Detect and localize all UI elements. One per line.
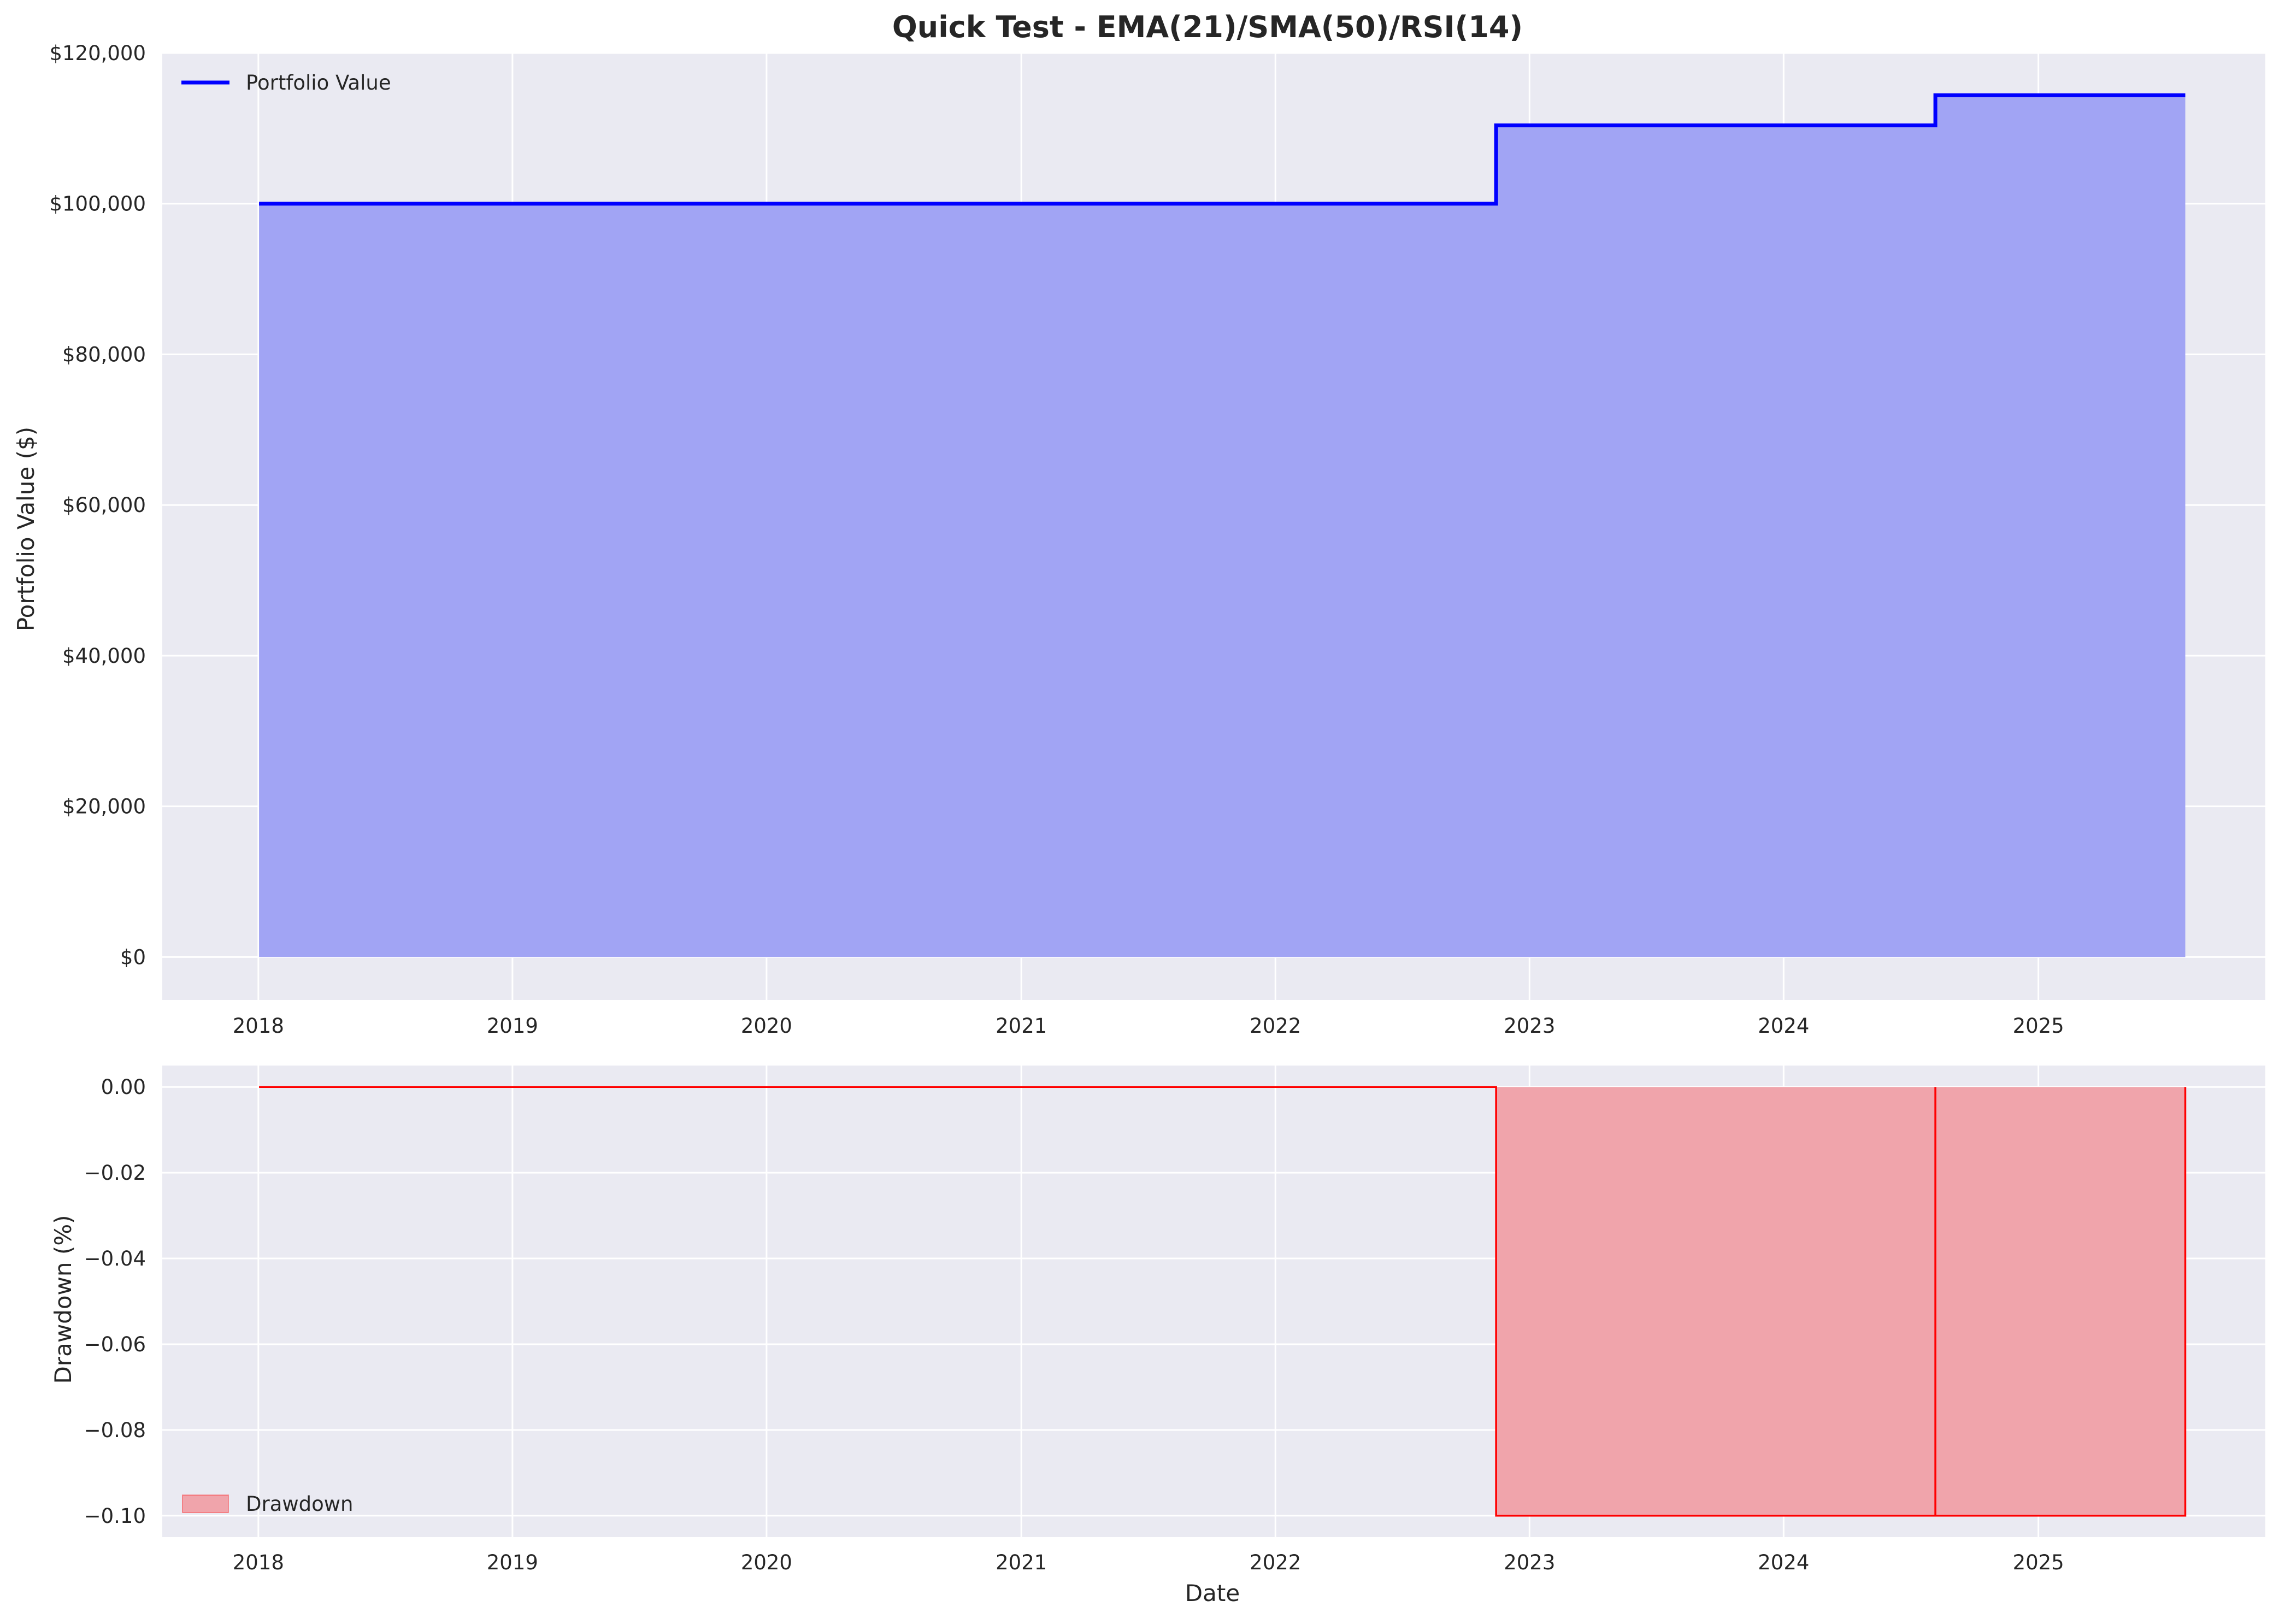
portfolio-area-fill (259, 95, 2186, 957)
drawdown-y-tick-label: −0.08 (84, 1419, 146, 1442)
drawdown-area-fill (259, 1087, 2186, 1516)
drawdown-y-tick-label: −0.06 (84, 1333, 146, 1356)
drawdown-y-tick-label: −0.10 (84, 1504, 146, 1528)
drawdown-x-tick-label: 2024 (1758, 1551, 1809, 1574)
chart-title: Quick Test - EMA(21)/SMA(50)/RSI(14) (892, 10, 1523, 44)
portfolio-value-line (259, 93, 2186, 206)
portfolio-y-axis-label: Portfolio Value ($) (13, 427, 39, 631)
drawdown-x-axis-label: Date (1185, 1580, 1240, 1607)
drawdown-series (259, 1086, 2187, 1517)
portfolio-x-tick-label: 2019 (487, 1014, 538, 1038)
drawdown-x-tick-label: 2021 (996, 1551, 1047, 1574)
drawdown-x-tick-label: 2019 (487, 1551, 538, 1574)
portfolio-legend: Portfolio Value (181, 71, 391, 95)
portfolio-y-tick-labels: $0 $20,000 $40,000 $60,000 $80,000 $100,000 $1… (49, 42, 146, 969)
drawdown-legend-label: Drawdown (246, 1492, 353, 1516)
portfolio-x-tick-label: 2018 (233, 1014, 284, 1038)
drawdown-y-tick-label: 0.00 (101, 1075, 146, 1099)
drawdown-x-tick-labels: 2018 2019 2020 2021 2022 2023 2024 2025 (233, 1551, 2064, 1574)
portfolio-x-tick-label: 2020 (741, 1014, 792, 1038)
drawdown-legend-swatch (182, 1494, 229, 1513)
drawdown-y-axis-label: Drawdown (%) (50, 1215, 76, 1384)
portfolio-y-tick-label: $20,000 (62, 795, 146, 819)
portfolio-x-tick-label: 2023 (1504, 1014, 1555, 1038)
drawdown-legend: Drawdown (182, 1492, 353, 1516)
portfolio-x-tick-labels: 2018 2019 2020 2021 2022 2023 2024 2025 (233, 1014, 2064, 1038)
drawdown-line (259, 1086, 2187, 1517)
drawdown-x-tick-label: 2020 (741, 1551, 792, 1574)
drawdown-x-tick-label: 2023 (1504, 1551, 1555, 1574)
drawdown-y-tick-label: −0.02 (84, 1161, 146, 1185)
portfolio-legend-label: Portfolio Value (246, 71, 391, 95)
portfolio-x-tick-label: 2024 (1758, 1014, 1809, 1038)
portfolio-x-tick-label: 2021 (996, 1014, 1047, 1038)
portfolio-series (259, 93, 2186, 957)
drawdown-y-tick-labels: −0.10 −0.08 −0.06 −0.04 −0.02 0.00 (84, 1075, 146, 1528)
drawdown-panel: 2018 2019 2020 2021 2022 2023 2024 2025 −0.10−0… (50, 1066, 2265, 1607)
portfolio-value-panel: 2018 2019 2020 2021 2022 2023 2024 2025 $0 $20,0… (13, 10, 2265, 1038)
portfolio-x-tick-label: 2025 (2013, 1014, 2064, 1038)
drawdown-x-tick-label: 2018 (233, 1551, 284, 1574)
portfolio-y-tick-label: $0 (120, 945, 146, 969)
drawdown-x-tick-label: 2022 (1250, 1551, 1301, 1574)
drawdown-x-tick-label: 2025 (2013, 1551, 2064, 1574)
portfolio-y-tick-label: $60,000 (62, 493, 146, 517)
portfolio-y-tick-label: $100,000 (49, 192, 146, 216)
portfolio-y-tick-label: $120,000 (49, 42, 146, 65)
drawdown-y-tick-label: −0.04 (84, 1247, 146, 1270)
portfolio-x-tick-label: 2022 (1250, 1014, 1301, 1038)
portfolio-y-tick-label: $80,000 (62, 343, 146, 366)
portfolio-y-tick-label: $40,000 (62, 644, 146, 668)
